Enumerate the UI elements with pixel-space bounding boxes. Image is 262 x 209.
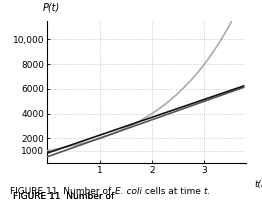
Text: E. coli: E. coli [114,187,141,196]
Text: cells at time: cells at time [141,187,203,196]
Text: P(t): P(t) [43,2,61,12]
Text: t(h): t(h) [254,180,262,189]
Text: t: t [203,187,207,196]
Text: FIGURE 11  Number of: FIGURE 11 Number of [13,192,117,201]
Text: FIGURE 11  Number of: FIGURE 11 Number of [10,187,114,196]
Text: .: . [207,187,210,196]
Text: FIGURE 11  Number of: FIGURE 11 Number of [13,192,117,201]
